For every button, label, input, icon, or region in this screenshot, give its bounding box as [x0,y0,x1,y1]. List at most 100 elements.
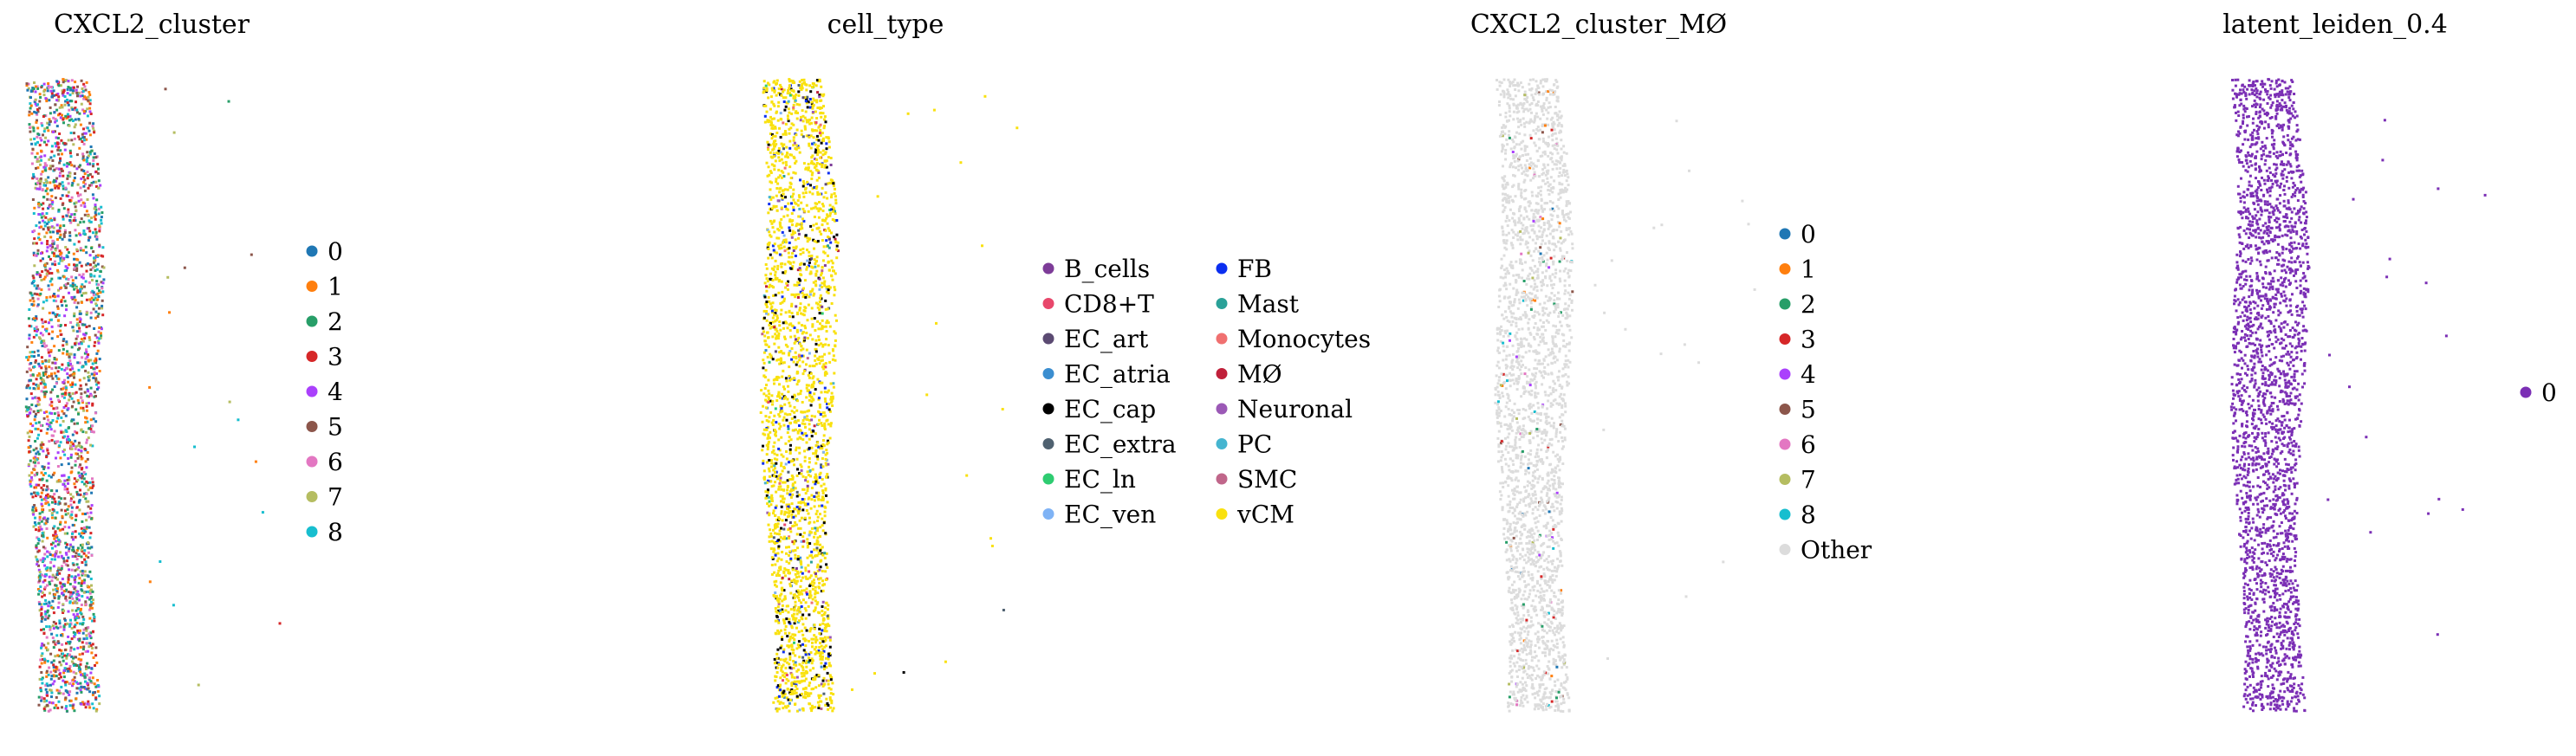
scatter-point [794,487,797,490]
scatter-point [776,605,780,609]
scatter-point [770,100,774,104]
scatter-point [771,196,775,199]
scatter-point [830,701,834,705]
scatter-point [86,662,89,665]
scatter-point [36,140,39,144]
scatter-point [796,431,800,435]
scatter-point [825,475,828,479]
scatter-point [814,168,818,171]
scatter-point [53,537,56,540]
scatter-point [777,485,781,488]
scatter-point [801,598,805,602]
scatter-point [47,466,50,469]
scatter-point [796,437,800,441]
scatter-point [88,706,92,709]
scatter-point [769,95,773,99]
scatter-point [799,262,802,266]
scatter-point [62,338,66,341]
scatter-point [40,318,43,321]
scatter-point [90,365,93,369]
scatter-point [55,456,57,460]
scatter-point [819,100,822,102]
scatter-point [84,460,88,463]
scatter-point [775,180,778,184]
scatter-point [51,419,55,422]
scatter-point [808,596,812,599]
scatter-point [53,706,56,709]
scatter-point [802,531,806,534]
scatter-point [767,248,770,250]
scatter-point [788,503,791,507]
scatter-point [68,693,71,696]
scatter-point [41,617,43,620]
scatter-point [65,662,68,665]
scatter-point [772,155,775,158]
scatter-point [821,622,825,625]
scatter-point [73,132,75,135]
scatter-point [55,94,58,97]
scatter-point [801,630,803,633]
scatter-point [60,299,63,301]
scatter-point [826,213,829,216]
scatter-point [73,126,76,129]
scatter-point [777,545,781,548]
scatter-point [807,100,810,104]
scatter-point [762,366,765,370]
scatter-point [68,398,71,402]
scatter-point [31,198,35,201]
scatter-point [792,206,795,209]
scatter-point [82,127,85,131]
scatter-point [810,418,814,422]
scatter-point [83,558,87,561]
scatter-point [53,471,56,475]
scatter-point [70,365,74,368]
scatter-point [793,638,796,642]
scatter-point [775,316,779,320]
scatter-point [826,391,829,394]
scatter-point [67,80,70,82]
scatter-point [814,495,818,499]
scatter-point [28,333,31,337]
scatter-point [794,171,797,175]
scatter-point [795,675,799,679]
scatter-point [799,215,802,218]
scatter-point [67,462,70,466]
scatter-point [33,264,36,268]
scatter-point [67,578,70,581]
scatter-point [35,317,38,320]
scatter-point [821,381,824,384]
scatter-point [75,672,78,675]
scatter-point [49,670,53,674]
scatter-point [78,577,81,580]
scatter-point [44,646,48,649]
scatter-point [71,381,75,384]
scatter-point [73,108,76,112]
scatter-point [825,165,828,169]
scatter-point [45,573,48,577]
scatter-point [825,463,828,467]
scatter-point [159,560,162,563]
scatter-point [81,401,84,404]
scatter-point [68,234,72,237]
scatter-point [54,249,57,252]
scatter-point [778,191,782,194]
scatter-point [64,552,68,555]
scatter-point [29,292,33,295]
scatter-point [68,355,71,359]
scatter-point [95,236,99,239]
scatter-point [819,151,822,154]
scatter-point [794,619,797,623]
scatter-point [68,640,72,643]
scatter-point [30,475,33,479]
scatter-point [822,282,826,285]
scatter-point [821,153,825,157]
scatter-point [54,554,57,558]
scatter-point [66,113,69,116]
scatter-point [775,616,779,619]
scatter-point [40,172,43,176]
scatter-point [81,152,85,156]
scatter-point [776,648,780,651]
scatter-point [54,196,57,199]
scatter-point [765,319,769,322]
scatter-point [780,510,783,514]
